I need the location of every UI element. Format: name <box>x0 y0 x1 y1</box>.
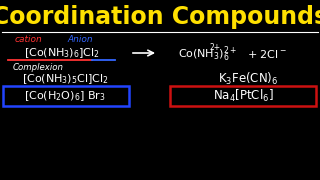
Text: Complexion: Complexion <box>12 62 63 71</box>
Text: Coordination Compounds: Coordination Compounds <box>0 5 320 29</box>
Bar <box>170 86 316 106</box>
Text: Co(NH$_3$)$_6^{2+}$: Co(NH$_3$)$_6^{2+}$ <box>179 44 237 64</box>
Text: Anion: Anion <box>67 35 93 44</box>
Text: Na$_4$[PtCl$_6$]: Na$_4$[PtCl$_6$] <box>212 88 273 104</box>
Text: cation: cation <box>14 35 42 44</box>
Text: + 2Cl$^-$: + 2Cl$^-$ <box>247 48 287 60</box>
Text: [Co(NH$_3$)$_5$Cl]Cl$_2$: [Co(NH$_3$)$_5$Cl]Cl$_2$ <box>21 72 108 86</box>
Text: K$_3$Fe(CN)$_6$: K$_3$Fe(CN)$_6$ <box>218 71 278 87</box>
Text: 2+: 2+ <box>209 42 220 51</box>
Text: [Co(NH$_3$)$_6$]Cl$_2$: [Co(NH$_3$)$_6$]Cl$_2$ <box>24 46 100 60</box>
Bar <box>3 86 129 106</box>
Text: [Co(H$_2$O)$_6$] Br$_3$: [Co(H$_2$O)$_6$] Br$_3$ <box>24 89 106 103</box>
